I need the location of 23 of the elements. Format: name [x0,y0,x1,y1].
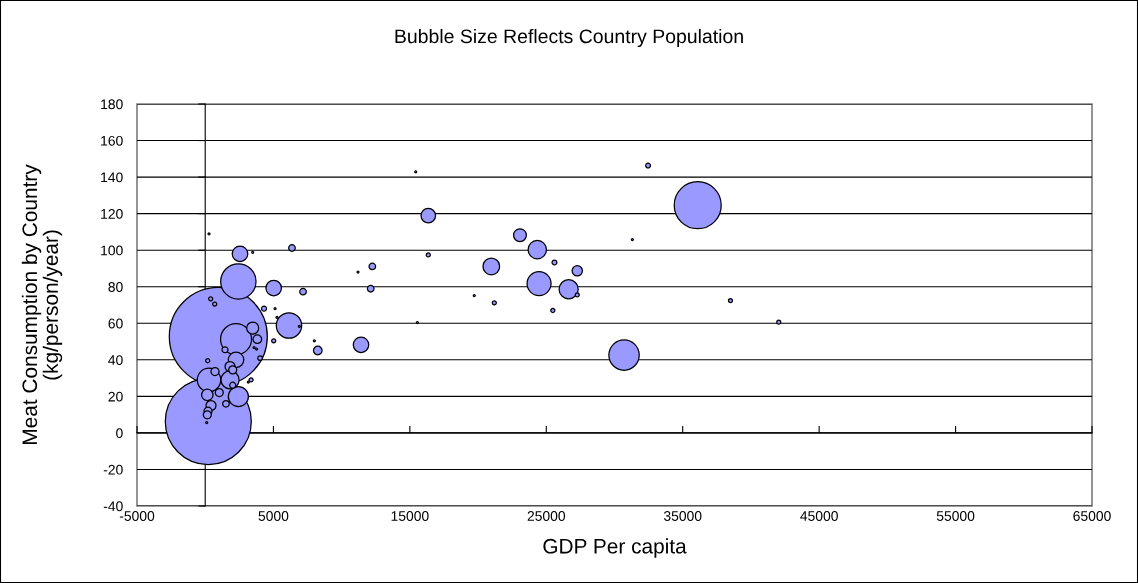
y-tick-label: 140 [101,172,123,183]
y-tick-label: 0 [116,428,123,439]
y-tick-label: 160 [101,135,123,146]
chart-title: Bubble Size Reflects Country Population [395,28,743,48]
x-tick-label: 45000 [800,511,838,521]
y-tick-label: -20 [103,464,123,475]
x-axis-title: GDP Per capita [543,538,687,558]
y-tick-label: 100 [101,245,123,256]
x-tick-label: 5000 [258,511,289,521]
x-tick-label: -5000 [119,511,155,521]
x-tick-label: 25000 [527,511,566,521]
y-tick-label: 20 [108,391,123,402]
x-tick-label: 65000 [1073,511,1111,521]
y-tick-label: 60 [108,318,123,329]
x-tick-label: 55000 [936,511,975,521]
x-tick-label: 35000 [663,511,702,521]
y-tick-label: 80 [108,282,123,292]
y-axis-title: Meat Consumption by Country (kg/person/year) [21,164,63,444]
y-tick-label: -40 [103,501,123,512]
y-tick-label: 180 [101,99,123,110]
x-tick-label: 15000 [391,511,429,521]
y-tick-label: 40 [108,355,123,365]
y-tick-label: 120 [101,208,123,219]
